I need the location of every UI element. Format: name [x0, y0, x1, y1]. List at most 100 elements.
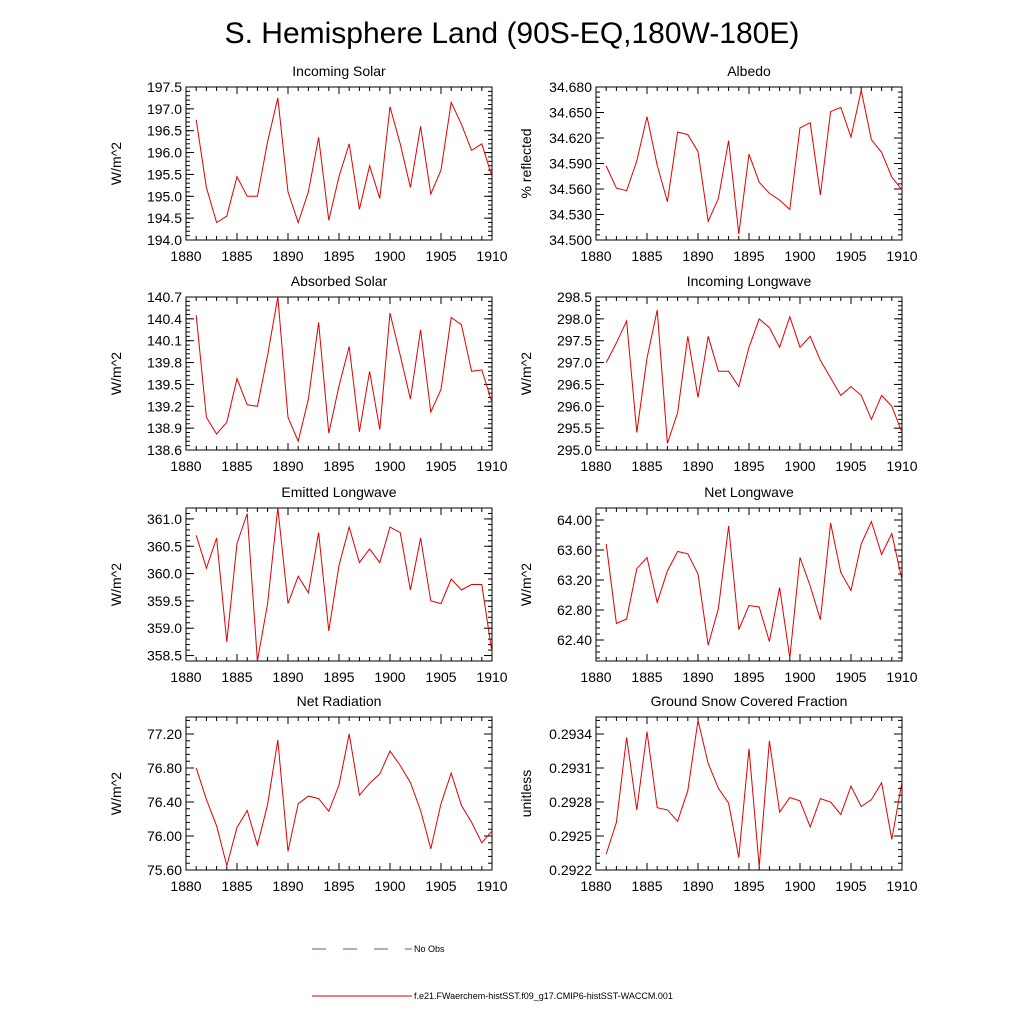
x-tick-label: 1910	[476, 248, 507, 264]
x-tick-label: 1890	[272, 248, 303, 264]
x-tick-label: 1885	[221, 248, 252, 264]
y-tick-label: 34.530	[549, 207, 592, 223]
y-tick-label: 295.0	[557, 442, 592, 458]
x-tick-label: 1880	[580, 458, 611, 474]
y-tick-label: 34.500	[549, 232, 592, 248]
y-tick-label: 0.2928	[549, 794, 592, 810]
y-axis-label: W/m^2	[108, 352, 124, 395]
x-tick-label: 1895	[323, 669, 354, 685]
panel-net-radiation: Net Radiation W/m^2 1880 1885 1890 1895 1900 19…	[108, 693, 508, 894]
panel-title: Incoming Longwave	[687, 273, 812, 289]
x-tick-label: 1895	[733, 669, 764, 685]
x-tick-label: 1910	[886, 248, 917, 264]
x-tick-label: 1900	[784, 458, 815, 474]
y-tick-label: 194.0	[147, 232, 182, 248]
panel-incoming-longwave: Incoming Longwave W/m^2 1880 1885 1890 1895 19…	[518, 273, 918, 474]
series-line	[605, 90, 903, 235]
y-tick-label: 360.0	[147, 566, 182, 582]
x-tick-label: 1890	[272, 669, 303, 685]
x-tick-label: 1880	[170, 458, 201, 474]
y-tick-label: 62.40	[557, 632, 592, 648]
y-tick-label: 63.20	[557, 572, 592, 588]
y-axis-label: W/m^2	[108, 142, 124, 185]
y-tick-label: 34.590	[549, 156, 592, 172]
y-tick-label: 138.9	[147, 420, 182, 436]
panel-net-longwave: Net Longwave W/m^2 1880 1885 1890 1895 1900 190…	[518, 484, 918, 685]
y-tick-label: 0.2925	[549, 828, 592, 844]
y-tick-label: 0.2931	[549, 760, 592, 776]
plot-frame	[595, 716, 903, 871]
series-line	[195, 507, 493, 662]
x-tick-label: 1885	[631, 458, 662, 474]
x-tick-label: 1910	[476, 878, 507, 894]
x-tick-label: 1890	[682, 248, 713, 264]
x-tick-label: 1890	[682, 458, 713, 474]
panel-title: Absorbed Solar	[291, 273, 388, 289]
y-tick-label: 296.0	[557, 398, 592, 414]
y-axis-label: unitless	[518, 770, 534, 817]
x-tick-label: 1890	[272, 458, 303, 474]
y-tick-label: 139.5	[147, 376, 182, 392]
panel-title: Incoming Solar	[292, 63, 386, 79]
x-tick-label: 1900	[784, 878, 815, 894]
plot-frame	[185, 507, 493, 662]
y-tick-label: 194.5	[147, 210, 182, 226]
panel-albedo: Albedo % reflected 1880 1885 1890 1895 1900 190…	[518, 63, 918, 264]
x-tick-label: 1885	[631, 669, 662, 685]
x-tick-label: 1905	[425, 458, 456, 474]
y-tick-label: 139.2	[147, 398, 182, 414]
x-tick-label: 1890	[272, 878, 303, 894]
x-tick-label: 1885	[221, 878, 252, 894]
x-tick-label: 1885	[221, 458, 252, 474]
y-tick-label: 296.5	[557, 376, 592, 392]
y-tick-label: 298.5	[557, 289, 592, 305]
series-line	[195, 733, 493, 868]
y-tick-label: 358.5	[147, 648, 182, 664]
x-tick-label: 1910	[886, 669, 917, 685]
x-tick-label: 1880	[170, 878, 201, 894]
x-tick-label: 1880	[580, 878, 611, 894]
plot-frame	[185, 86, 493, 241]
plot-frame	[185, 716, 493, 871]
x-tick-label: 1905	[835, 248, 866, 264]
y-tick-label: 63.60	[557, 542, 592, 558]
x-tick-label: 1880	[170, 248, 201, 264]
y-axis-label: W/m^2	[518, 352, 534, 395]
panel-incoming-solar: Incoming Solar W/m^2 1880 1885 1890 1895 1900 1…	[108, 63, 508, 264]
y-tick-label: 196.5	[147, 123, 182, 139]
y-tick-label: 295.5	[557, 420, 592, 436]
panels: Incoming Solar W/m^2 1880 1885 1890 1895 1900 1…	[108, 63, 918, 894]
x-tick-label: 1890	[682, 878, 713, 894]
y-tick-label: 140.4	[147, 311, 182, 327]
x-tick-label: 1910	[476, 669, 507, 685]
panel-title: Ground Snow Covered Fraction	[651, 693, 848, 709]
panel-ground-snow-covered-fraction: Ground Snow Covered Fraction unitless 1880…	[518, 693, 918, 894]
y-tick-label: 34.620	[549, 130, 592, 146]
y-tick-label: 297.5	[557, 333, 592, 349]
x-tick-label: 1900	[374, 248, 405, 264]
y-tick-label: 140.7	[147, 289, 182, 305]
y-tick-label: 361.0	[147, 511, 182, 527]
panel-title: Net Longwave	[704, 484, 794, 500]
y-tick-label: 0.2922	[549, 862, 592, 878]
x-tick-label: 1905	[425, 248, 456, 264]
x-tick-label: 1905	[425, 878, 456, 894]
series-line	[195, 296, 493, 443]
y-tick-label: 0.2934	[549, 726, 592, 742]
series-line	[605, 520, 903, 659]
x-tick-label: 1910	[886, 878, 917, 894]
x-tick-label: 1910	[886, 458, 917, 474]
x-tick-label: 1910	[476, 458, 507, 474]
y-tick-label: 77.20	[147, 726, 182, 742]
x-tick-label: 1900	[784, 669, 815, 685]
x-tick-label: 1895	[733, 878, 764, 894]
x-tick-label: 1900	[784, 248, 815, 264]
x-tick-label: 1905	[835, 669, 866, 685]
x-tick-label: 1895	[323, 878, 354, 894]
y-tick-label: 195.5	[147, 166, 182, 182]
y-tick-label: 76.00	[147, 828, 182, 844]
y-tick-label: 196.0	[147, 145, 182, 161]
x-tick-label: 1885	[221, 669, 252, 685]
legend-label-model: f.e21.FWaerchem-histSST.f09_g17.CMIP6-hi…	[414, 991, 673, 1001]
